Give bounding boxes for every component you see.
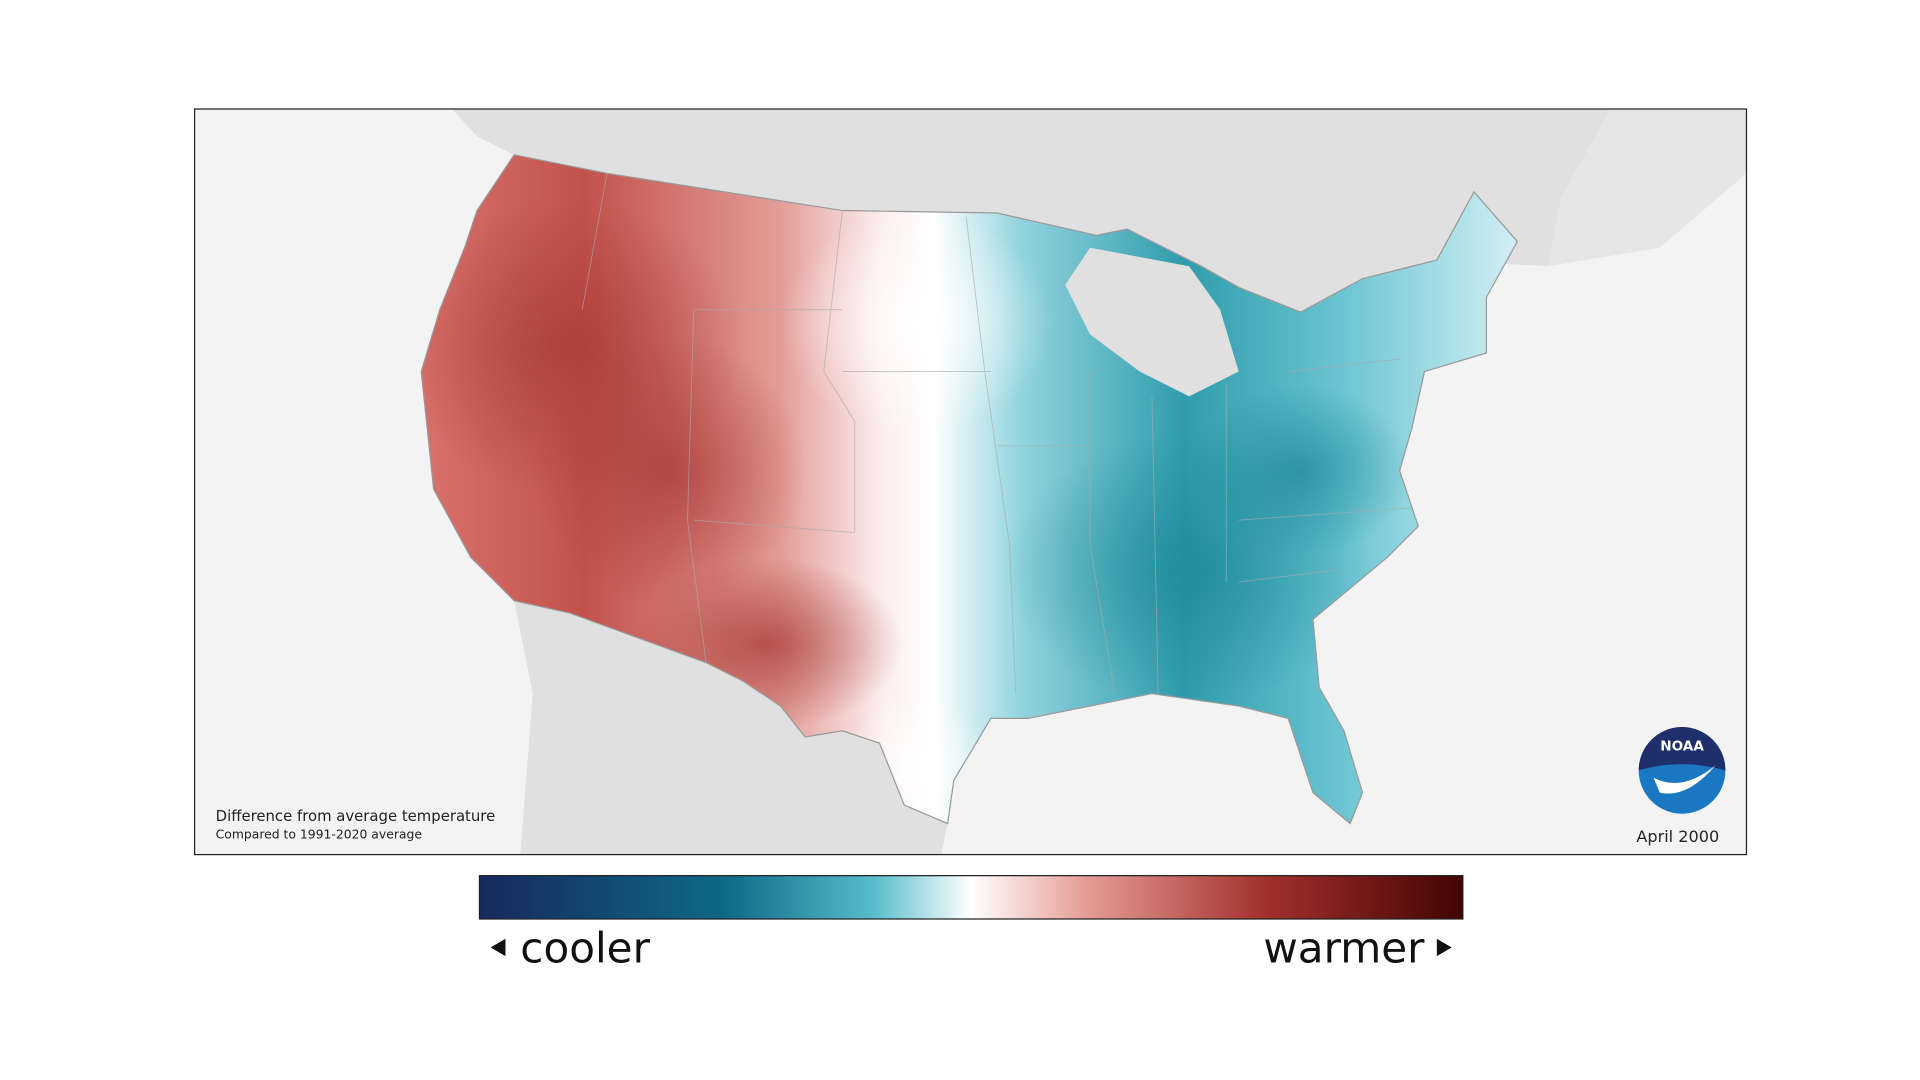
noaa-logo: NOAA bbox=[1638, 727, 1726, 814]
atlantic-canada bbox=[1548, 108, 1747, 267]
warm-core bbox=[532, 334, 806, 607]
map-date: April 2000 bbox=[1636, 827, 1719, 846]
warmer-arrow bbox=[1436, 938, 1452, 957]
great-lakes bbox=[1065, 247, 1239, 397]
map-subtitle: Compared to 1991-2020 average bbox=[216, 827, 422, 841]
map-title: Difference from average temperature bbox=[216, 807, 496, 825]
logo-top bbox=[1638, 727, 1726, 771]
state-borders bbox=[581, 173, 1413, 694]
cool-core bbox=[1189, 383, 1413, 558]
canada bbox=[452, 108, 1747, 313]
legend: cooler warmer bbox=[478, 875, 1464, 972]
logo-bird bbox=[1653, 765, 1716, 794]
legend-low: cooler bbox=[520, 923, 650, 972]
legend-high: warmer bbox=[1263, 923, 1425, 972]
map-frame bbox=[193, 108, 1748, 856]
logo-text: NOAA bbox=[1660, 739, 1704, 755]
mexico bbox=[514, 600, 948, 855]
color-bar bbox=[478, 875, 1464, 920]
neutral bbox=[780, 210, 1053, 434]
map: NOAA Difference from average temperature… bbox=[194, 108, 1747, 855]
cooler-arrow bbox=[490, 938, 506, 957]
